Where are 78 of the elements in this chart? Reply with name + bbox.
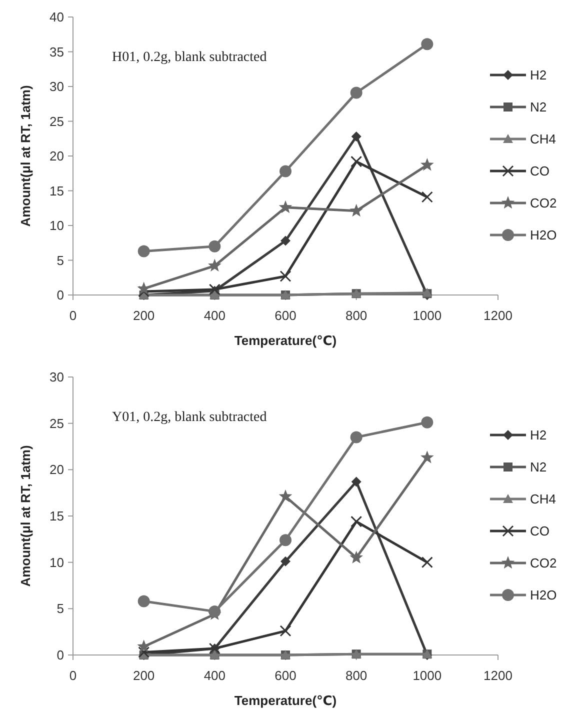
legend-label: H2 xyxy=(530,68,547,83)
y-tick-label: 20 xyxy=(50,148,64,164)
point xyxy=(138,245,150,258)
point xyxy=(138,595,150,608)
point xyxy=(278,490,292,502)
point xyxy=(351,476,362,487)
point xyxy=(138,286,150,298)
point xyxy=(280,625,292,637)
y-axis-title: Amount(μl at RT, 1atm) xyxy=(18,445,33,587)
point xyxy=(350,204,363,217)
y-tick-label: 0 xyxy=(56,648,64,663)
x-tick-label: 400 xyxy=(204,308,226,323)
x-tick-label: 400 xyxy=(204,668,226,683)
x-tick-label: 1000 xyxy=(412,668,442,683)
x-tick-label: 1200 xyxy=(484,668,512,683)
point xyxy=(137,640,150,652)
x-axis-title: Temperature(℃) xyxy=(234,333,337,348)
point xyxy=(208,258,222,272)
legend-label: N2 xyxy=(530,460,547,475)
y-tick-label: 5 xyxy=(56,601,64,616)
legend-label: CH4 xyxy=(530,492,556,507)
y-tick-label: 10 xyxy=(50,554,64,570)
x-tick-label: 600 xyxy=(274,668,296,683)
x-tick-label: 0 xyxy=(69,308,77,323)
point xyxy=(280,534,292,546)
y-tick-label: 40 xyxy=(50,10,64,25)
y-tick-label: 5 xyxy=(56,252,64,268)
legend-label: N2 xyxy=(530,100,547,115)
legend-label: H2 xyxy=(530,428,547,443)
legend-label: H2O xyxy=(530,228,557,243)
x-tick-label: 800 xyxy=(345,668,368,683)
legend-label: CO xyxy=(530,164,550,179)
point xyxy=(350,86,362,99)
point xyxy=(208,240,221,252)
legend-label: CH4 xyxy=(530,132,556,147)
x-tick-label: 200 xyxy=(132,668,155,683)
point xyxy=(351,132,362,142)
point xyxy=(421,556,433,568)
point xyxy=(421,38,434,50)
y-axis-title: Amount(μl at RT, 1atm) xyxy=(18,85,33,227)
point xyxy=(420,158,434,171)
x-tick-label: 0 xyxy=(69,668,77,683)
x-tick-label: 600 xyxy=(274,308,296,323)
legend-label: H2O xyxy=(530,588,557,603)
y-tick-label: 0 xyxy=(56,288,64,303)
y-tick-label: 30 xyxy=(50,370,64,385)
point xyxy=(421,191,433,203)
legend-label: CO xyxy=(530,524,550,539)
y-tick-label: 20 xyxy=(50,462,64,478)
point xyxy=(280,270,292,282)
point xyxy=(278,200,292,214)
y-tick-label: 25 xyxy=(50,416,64,431)
x-tick-label: 800 xyxy=(345,308,368,323)
x-tick-label: 200 xyxy=(132,308,155,323)
x-tick-label: 1200 xyxy=(484,308,512,323)
x-axis-title: Temperature(℃) xyxy=(234,693,337,708)
point xyxy=(280,556,290,566)
point xyxy=(420,450,434,464)
x-tick-label: 1000 xyxy=(412,308,442,323)
point xyxy=(350,156,362,168)
point xyxy=(208,605,221,618)
point xyxy=(421,416,434,428)
y-tick-label: 25 xyxy=(50,114,64,129)
y-tick-label: 15 xyxy=(50,508,64,524)
point xyxy=(138,646,150,658)
y-tick-label: 15 xyxy=(50,183,64,198)
legend-label: CO2 xyxy=(530,196,557,211)
y-tick-label: 30 xyxy=(50,79,64,94)
point xyxy=(280,236,290,246)
text: Y01, 0.2g, blank subtracted xyxy=(112,410,267,425)
point xyxy=(350,516,362,528)
text: H01, 0.2g, blank subtracted xyxy=(112,50,267,65)
y-tick-label: 35 xyxy=(50,44,64,60)
point xyxy=(350,550,363,564)
y-tick-label: 10 xyxy=(50,218,64,234)
legend-label: CO2 xyxy=(530,556,557,571)
point xyxy=(280,165,292,178)
point xyxy=(350,431,362,444)
